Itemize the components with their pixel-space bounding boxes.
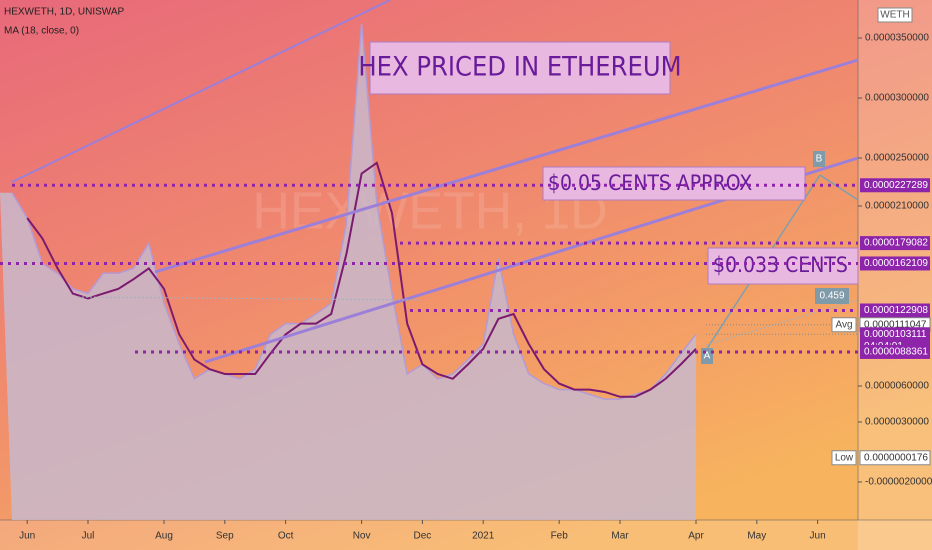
- level-label: 0.0000111047: [864, 319, 927, 330]
- level-label-box: [860, 303, 930, 318]
- currency-box: [877, 7, 913, 23]
- y-tick-label: 0.0000300000: [865, 93, 929, 104]
- level-label: 0.0000088361: [864, 347, 928, 358]
- y-tick-label: 0.0000060000: [865, 381, 929, 392]
- level-label-box: [860, 344, 930, 359]
- plot: [0, 23, 697, 521]
- x-tick-label: Dec: [414, 531, 432, 542]
- level-label: 0.0000227289: [864, 180, 928, 191]
- annotation-box: [369, 41, 671, 95]
- x-tick-label: Oct: [278, 531, 294, 542]
- x-tick-label: 2021: [472, 531, 495, 542]
- ma-line: [26, 161, 697, 398]
- level-label: 0.0000000176: [864, 452, 928, 463]
- x-tick-label: Apr: [688, 531, 704, 542]
- annotation: A: [704, 351, 711, 362]
- level-label: 0.0000179082: [864, 238, 928, 249]
- indicator-label: MA (18, close, 0): [4, 26, 79, 37]
- label-box: [813, 151, 825, 167]
- trend-line: [819, 174, 859, 201]
- annotation: 0.459: [819, 291, 844, 302]
- x-tick-label: May: [747, 531, 766, 542]
- level-label-box: [860, 178, 930, 193]
- level-label: 0.0000162109: [864, 258, 928, 269]
- label-box: [815, 288, 849, 304]
- x-tick-label: Nov: [353, 531, 371, 542]
- annotation: $0.05 CENTS APPROX: [548, 171, 752, 195]
- level-tag-box: [831, 450, 857, 466]
- y-tick-label: 0.0000350000: [865, 33, 929, 44]
- y-tick-label: -0.0000020000: [865, 477, 932, 488]
- level-label-box: [859, 450, 931, 466]
- level-label-box: [860, 256, 930, 271]
- level-label-box: [860, 236, 930, 251]
- level-tag: Avg: [835, 319, 852, 330]
- price-area: [0, 23, 696, 521]
- trend-line: [154, 58, 859, 274]
- level-label: 0.0000122908: [864, 305, 928, 316]
- annotation: HEX PRICED IN ETHEREUM: [358, 52, 681, 83]
- y-tick-label: 0.0000210000: [865, 201, 929, 212]
- x-tick-label: Sep: [216, 531, 234, 542]
- price-axis-panel: [858, 0, 932, 550]
- trend-line: [77, 296, 421, 301]
- time-axis-panel: [0, 520, 932, 550]
- annotation: $0.033 CENTS: [713, 253, 848, 277]
- y-tick-label: 0.0000030000: [865, 417, 929, 428]
- x-tick-label: Jul: [82, 531, 95, 542]
- annotation: B: [816, 154, 823, 165]
- chart-title: HEXWETH, 1D, UNISWAP: [4, 7, 125, 18]
- currency: WETH: [880, 10, 909, 21]
- annotation-box: [707, 247, 859, 285]
- x-tick-label: Mar: [611, 531, 629, 542]
- x-tick-label: Feb: [551, 531, 569, 542]
- trend-line: [11, 0, 391, 183]
- x-tick-label: Jun: [810, 531, 826, 542]
- x-tick-label: Jun: [19, 531, 35, 542]
- level-label: 0.0000103111: [864, 329, 927, 340]
- trend-line: [705, 299, 859, 346]
- annotation-box: [542, 166, 806, 201]
- y-tick-label: 0.0000250000: [865, 153, 929, 164]
- level-tag: Low: [835, 452, 854, 463]
- level-tag-box: [831, 317, 857, 333]
- price-line: [11, 23, 697, 400]
- x-tick-label: Aug: [155, 531, 173, 542]
